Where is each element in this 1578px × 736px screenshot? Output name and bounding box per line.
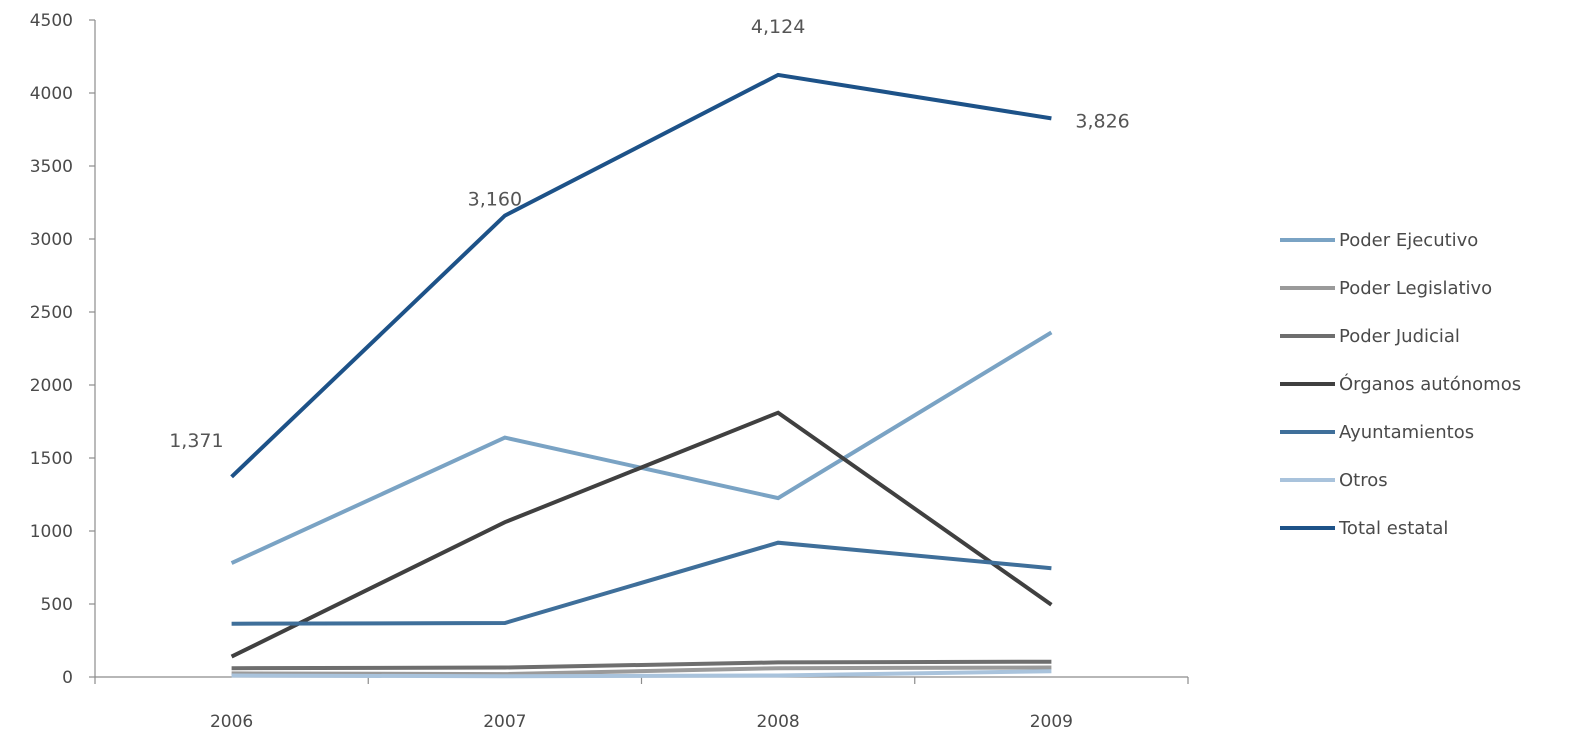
y-tick-label: 2000 [30,376,73,396]
series-line-poder-ejecutivo [230,330,1053,565]
legend-label: Otros [1339,470,1388,491]
legend-label: Poder Ejecutivo [1339,230,1478,251]
legend-label: Poder Legislativo [1339,278,1492,299]
y-tick-label: 2500 [30,303,73,323]
y-tick-label: 1500 [30,449,73,469]
y-tick-label: 3000 [30,230,73,250]
x-tick-label: 2007 [483,712,526,732]
y-tick-label: 4000 [30,84,73,104]
x-axis-tick-labels: 2006 2007 2008 2009 [210,712,1073,732]
legend-label: Total estatal [1338,518,1448,539]
y-axis-tick-labels: 0 500 1000 1500 2000 2500 3000 3500 4000 4500 [30,11,73,688]
y-tick-label: 3500 [30,157,73,177]
series-line-poder-judicial [231,659,1052,671]
data-label: 3,826 [1075,110,1129,132]
x-tick-label: 2006 [210,712,253,732]
y-tick-label: 500 [41,595,73,615]
legend-label: Poder Judicial [1339,326,1460,347]
series-line-poder-legislativo [231,665,1052,677]
legend: Poder Ejecutivo Poder Legislativo Poder Ju… [1280,230,1521,539]
series-line-ayuntamientos [231,540,1052,626]
data-label: 3,160 [468,189,522,211]
series-line-otros [231,669,1052,679]
data-label: 4,124 [751,16,805,38]
legend-label: Órganos autónomos [1339,373,1521,395]
x-tick-label: 2009 [1030,712,1073,732]
data-label: 1,371 [169,430,223,452]
y-tick-label: 4500 [30,11,73,31]
y-tick-label: 0 [62,668,73,688]
series-line-órganos-autónomos [230,410,1053,659]
data-labels: 1,371 3,160 4,124 3,826 [169,16,1130,452]
x-tick-label: 2008 [756,712,799,732]
y-tick-label: 1000 [30,522,73,542]
series-line-total-estatal [230,72,1052,479]
series-lines [230,72,1053,679]
legend-label: Ayuntamientos [1339,422,1474,443]
